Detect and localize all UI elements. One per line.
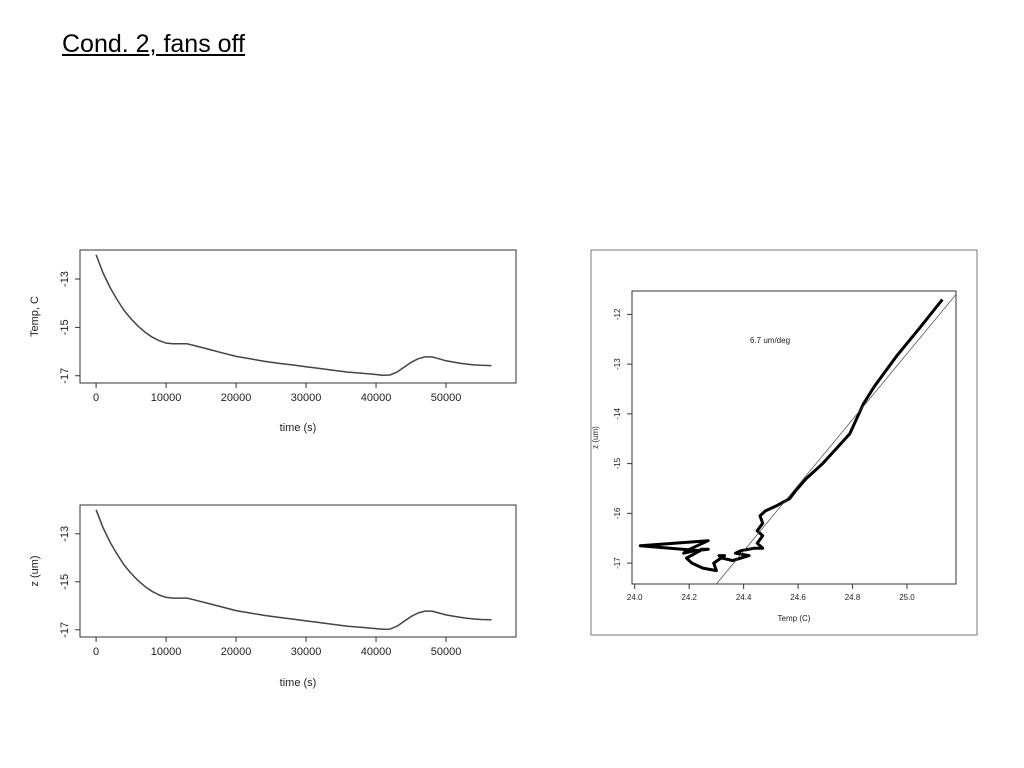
temp-vs-time-chart: 0 10000 20000 30000 40000 50000 -13 -15 -17 time … xyxy=(29,249,517,434)
x-tick-label: 10000 xyxy=(151,392,182,404)
x-tick-label: 24.0 xyxy=(627,593,643,602)
x-tick-label: 50000 xyxy=(431,646,462,658)
y-tick-label: -15 xyxy=(59,574,71,590)
series-line xyxy=(638,298,944,573)
x-tick-label: 50000 xyxy=(431,392,462,404)
y-tick-label: -13 xyxy=(59,271,71,287)
z-vs-temp-chart: 24.0 24.2 24.4 24.6 24.8 25.0 -12 -13 -14 -15 -16 -… xyxy=(591,290,957,623)
x-tick-label: 24.6 xyxy=(790,593,806,602)
y-tick-label: -17 xyxy=(59,368,71,384)
x-tick-label: 20000 xyxy=(221,392,252,404)
plot-frame xyxy=(631,290,957,585)
plot-frame xyxy=(79,504,517,638)
x-tick-label: 24.2 xyxy=(681,593,697,602)
x-axis-label: time (s) xyxy=(280,422,317,434)
y-tick-label: -17 xyxy=(613,557,622,569)
x-axis-label: time (s) xyxy=(280,677,317,689)
fit-line xyxy=(716,294,956,584)
x-tick-label: 0 xyxy=(93,392,99,404)
x-tick-label: 0 xyxy=(93,646,99,658)
scatter-panel-frame xyxy=(590,249,978,636)
x-tick-label: 20000 xyxy=(221,646,252,658)
slope-annotation: 6.7 um/deg xyxy=(750,336,790,345)
y-tick-label: -16 xyxy=(613,507,622,519)
y-axis-label: Temp, C xyxy=(29,296,41,337)
x-tick-label: 30000 xyxy=(291,646,322,658)
y-tick-label: -12 xyxy=(613,308,622,320)
x-tick-label: 30000 xyxy=(291,392,322,404)
y-tick-label: -13 xyxy=(613,358,622,370)
y-tick-label: -15 xyxy=(613,457,622,469)
series-line xyxy=(95,509,492,631)
y-tick-label: -17 xyxy=(59,622,71,638)
x-tick-label: 40000 xyxy=(361,646,392,658)
x-tick-label: 40000 xyxy=(361,392,392,404)
x-tick-label: 24.4 xyxy=(736,593,752,602)
x-axis-label: Temp (C) xyxy=(778,614,811,623)
x-tick-label: 25.0 xyxy=(899,593,915,602)
y-tick-label: -14 xyxy=(613,408,622,420)
y-axis-label: z (um) xyxy=(29,555,41,586)
x-tick-label: 24.8 xyxy=(845,593,861,602)
plot-frame xyxy=(79,249,517,384)
series-line xyxy=(95,254,492,377)
slide-title: Cond. 2, fans off xyxy=(62,30,245,58)
y-tick-label: -15 xyxy=(59,319,71,335)
z-vs-time-chart: 0 10000 20000 30000 40000 50000 -13 -15 -17 time … xyxy=(29,504,517,689)
y-axis-label: z (um) xyxy=(591,426,600,449)
x-tick-label: 10000 xyxy=(151,646,182,658)
y-tick-label: -13 xyxy=(59,526,71,542)
